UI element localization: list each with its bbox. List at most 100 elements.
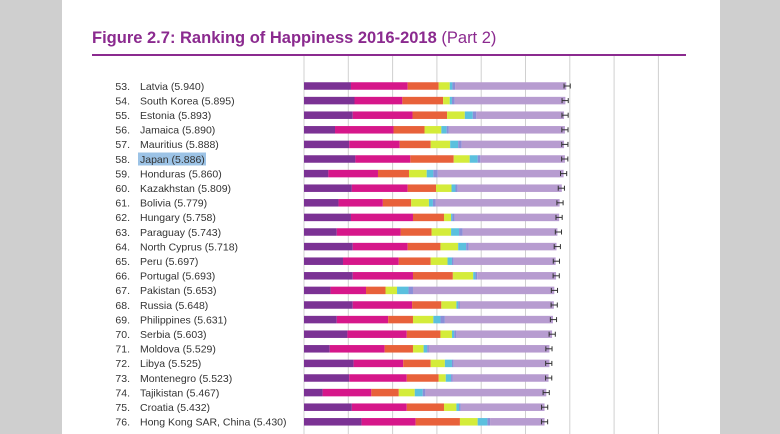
bar-segment — [414, 388, 423, 397]
bar-segment — [351, 184, 408, 192]
bar-segment — [468, 242, 557, 251]
bar-segment — [412, 286, 555, 295]
row-rank: 67. — [115, 285, 130, 297]
bar-segment — [430, 359, 445, 368]
bar-segment — [454, 213, 560, 222]
chart-row: 68. Russia (5.648) — [115, 300, 558, 312]
bar-segment — [458, 242, 467, 251]
highlight-box — [138, 152, 206, 166]
chart-row: 55. Estonia (5.893) — [115, 110, 569, 122]
bar-segment — [304, 374, 350, 382]
bar-segment — [304, 286, 331, 295]
bar-segment — [462, 228, 558, 236]
bar-segment — [338, 199, 383, 207]
row-rank: 66. — [115, 271, 130, 283]
bar-segment — [402, 96, 444, 105]
bar-segment — [427, 345, 429, 353]
bar-segment — [412, 111, 448, 119]
bar-segment — [454, 96, 566, 105]
bar-segment — [452, 272, 474, 280]
bar-segment — [329, 345, 385, 353]
chart-row: 71. Moldova (5.529) — [115, 344, 553, 356]
bar-segment — [412, 345, 424, 353]
bar-segment — [459, 301, 554, 309]
bar-segment — [454, 330, 457, 338]
bar-segment — [449, 96, 452, 105]
bar-segment — [449, 82, 453, 90]
chart-row: 58. Japan (5.886) — [115, 152, 569, 166]
row-label: Hong Kong SAR, China (5.430) — [140, 417, 287, 429]
chart-row: 67. Pakistan (5.653) — [115, 285, 559, 297]
bar-segment — [352, 272, 413, 280]
bar-segment — [399, 140, 431, 149]
row-label: Latvia (5.940) — [140, 81, 204, 93]
row-label: Peru (5.697) — [140, 256, 198, 268]
bar-segment — [436, 184, 452, 192]
chart-row: 53. Latvia (5.940) — [115, 81, 571, 93]
bar-segment — [440, 330, 452, 338]
bar-segment — [428, 199, 433, 207]
bar-segment — [490, 418, 545, 426]
bar-segment — [459, 418, 478, 426]
bar-segment — [433, 315, 441, 324]
bar-segment — [443, 403, 457, 411]
row-label: South Korea (5.895) — [140, 95, 235, 107]
bar-segment — [440, 315, 445, 324]
bar-segment — [304, 418, 362, 426]
bar-segment — [461, 140, 565, 149]
bar-segment — [428, 345, 550, 353]
rows-layer: 53. Latvia (5.940)54. South Korea (5.895)5… — [115, 81, 571, 429]
chart-row: 59. Honduras (5.860) — [115, 168, 568, 180]
bar-segment — [304, 169, 329, 178]
bar-segment — [384, 345, 413, 353]
bar-segment — [328, 169, 378, 178]
bar-segment — [407, 242, 441, 251]
row-label: Japan (5.886) — [140, 154, 205, 166]
bar-segment — [352, 301, 413, 309]
bar-segment — [410, 155, 454, 163]
row-label: Hungary (5.758) — [140, 212, 216, 224]
bar-segment — [458, 301, 460, 309]
bar-segment — [377, 169, 409, 178]
bar-segment — [347, 330, 407, 338]
row-rank: 75. — [115, 402, 130, 414]
row-rank: 56. — [115, 125, 130, 137]
bar-segment — [406, 374, 439, 382]
bar-segment — [469, 155, 478, 163]
bar-segment — [477, 155, 481, 163]
chart-row: 66. Portugal (5.693) — [115, 271, 560, 283]
row-rank: 69. — [115, 314, 130, 326]
chart-row: 61. Bolivia (5.779) — [115, 198, 564, 210]
chart-row: 65. Peru (5.697) — [115, 256, 560, 268]
bar-segment — [452, 213, 455, 222]
bar-segment — [398, 388, 415, 397]
row-label: Bolivia (5.779) — [140, 198, 207, 210]
bar-segment — [304, 403, 352, 411]
row-rank: 62. — [115, 212, 130, 224]
row-rank: 68. — [115, 300, 130, 312]
bar-segment — [477, 418, 488, 426]
row-label: Estonia (5.893) — [140, 110, 211, 122]
bar-segment — [440, 242, 459, 251]
chart-row: 76. Hong Kong SAR, China (5.430) — [115, 417, 549, 429]
row-rank: 73. — [115, 373, 130, 385]
bar-segment — [412, 315, 434, 324]
bar-segment — [435, 199, 560, 207]
row-rank: 71. — [115, 344, 130, 356]
row-label: Honduras (5.860) — [140, 168, 222, 180]
bar-segment — [304, 330, 348, 338]
bar-segment — [349, 140, 400, 149]
bar-segment — [451, 228, 460, 236]
bar-segment — [412, 213, 444, 222]
bar-segment — [448, 126, 565, 134]
bar-segment — [408, 169, 427, 178]
bar-segment — [304, 155, 356, 163]
row-label: Croatia (5.432) — [140, 402, 210, 414]
bar-segment — [460, 403, 545, 411]
bar-segment — [423, 345, 428, 353]
bar-segment — [304, 213, 351, 222]
bar-segment — [437, 169, 564, 178]
bar-segment — [451, 184, 456, 192]
bar-segment — [456, 330, 553, 338]
bar-segment — [407, 82, 439, 90]
